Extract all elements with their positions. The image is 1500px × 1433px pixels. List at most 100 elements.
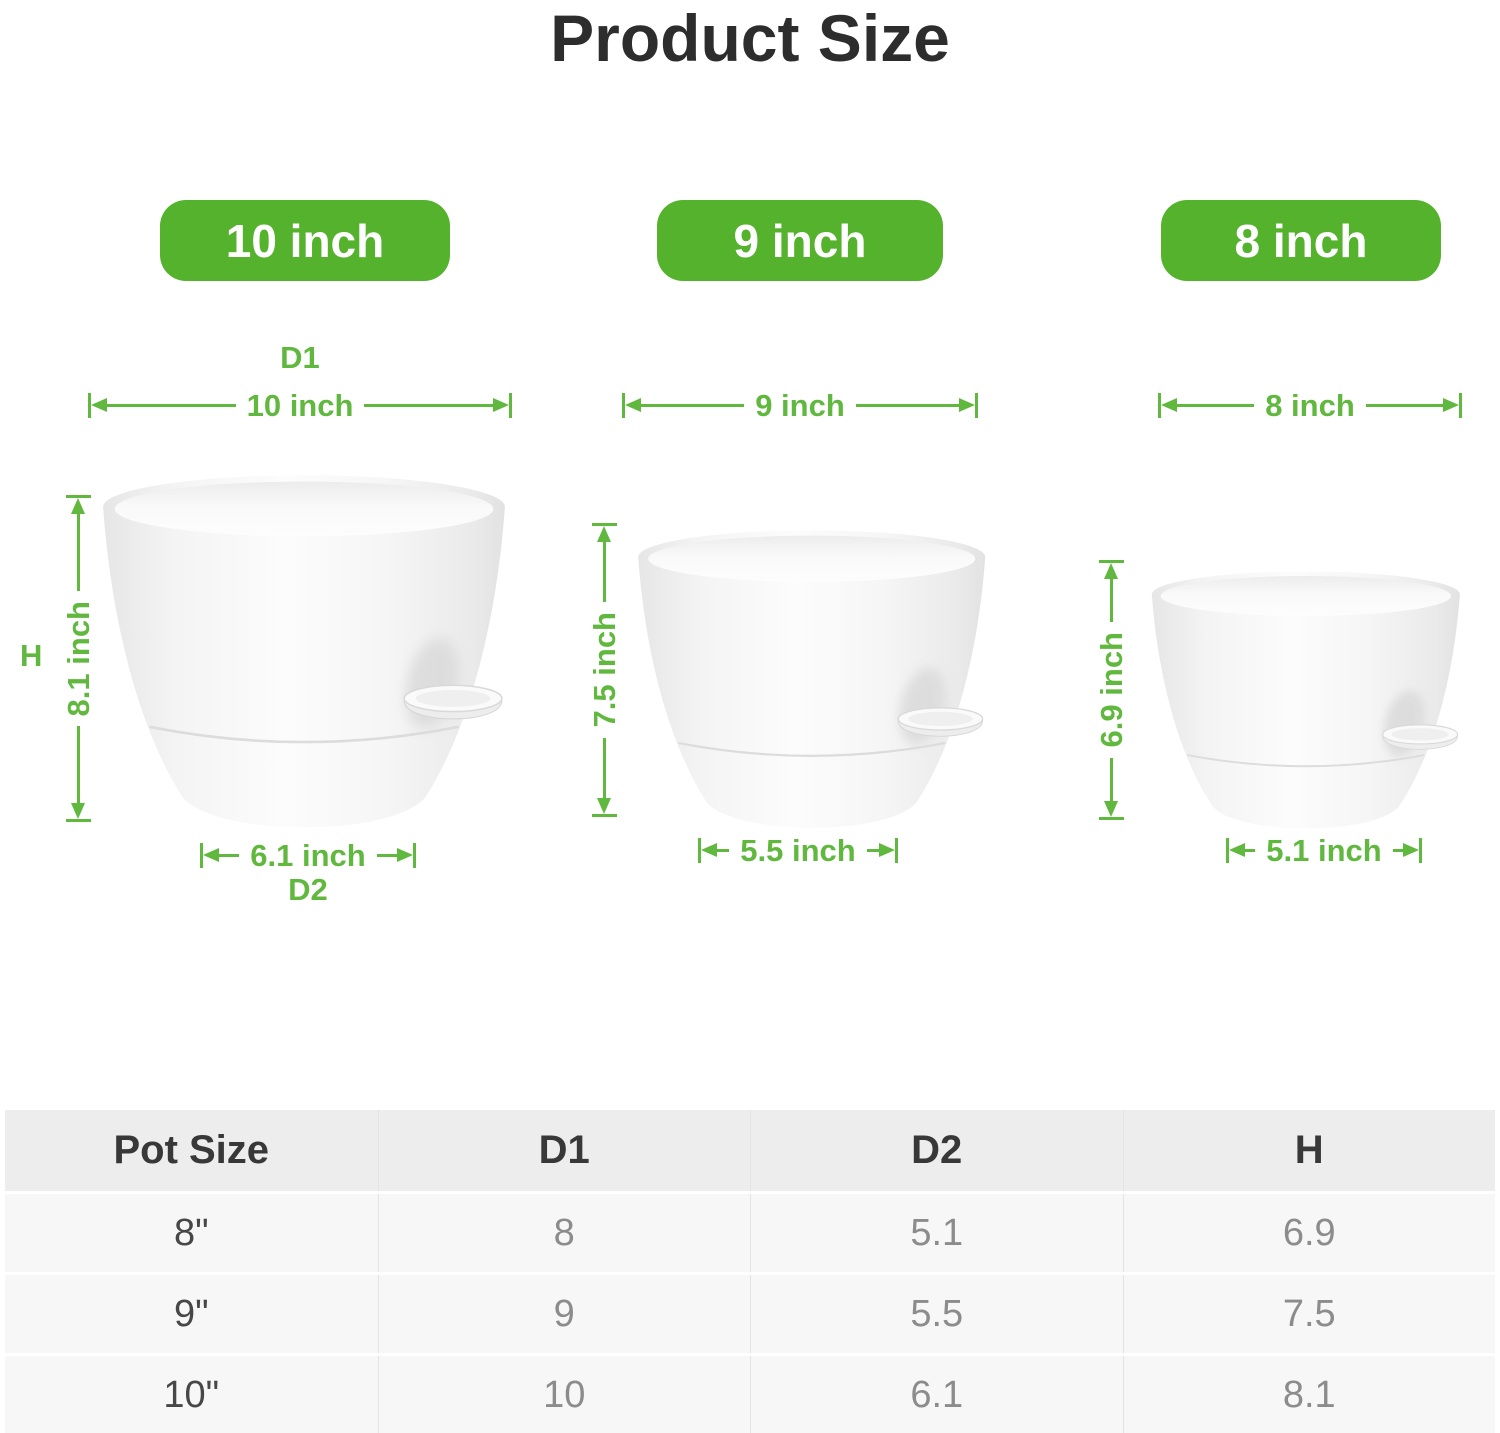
table-cell-d2-10: 6.1: [750, 1356, 1123, 1433]
arrow-down-icon: [1104, 801, 1118, 817]
dim-line: [1392, 848, 1403, 852]
dim-tick: [200, 842, 203, 868]
dim-tick: [1459, 392, 1462, 418]
arrow-right-icon: [879, 843, 895, 857]
page-title: Product Size: [550, 1, 950, 75]
dim-height-8inch: 6.9 inch: [1093, 560, 1129, 820]
pot-image-8inch: [1151, 571, 1460, 829]
dim-value-label: 5.5 inch: [740, 832, 856, 868]
arrow-left-icon: [203, 848, 219, 862]
dim-top-9inch: 9 inch: [622, 387, 978, 423]
dim-tick: [1226, 837, 1229, 863]
dim-line: [866, 848, 879, 852]
size-spec-table: Pot Size D1 D2 H 8" 8 5.1 6.9 9" 9 5.5 7…: [5, 1110, 1495, 1433]
dim-line: [76, 726, 80, 803]
dim-height-10inch: 8.1 inch: [61, 495, 96, 822]
size-badge-9inch: 9 inch: [657, 200, 943, 281]
pot-image-9inch: [638, 530, 986, 828]
dim-top-10inch: 10 inch: [88, 387, 513, 423]
dim-line: [602, 542, 606, 603]
arrow-up-icon: [597, 526, 611, 542]
dim-tick: [1158, 392, 1161, 418]
dim-line: [641, 403, 745, 407]
dim-line: [602, 737, 606, 798]
dim-line: [76, 514, 80, 591]
dim-bottom-10inch: 6.1 inch: [200, 837, 416, 873]
dim-tick: [1098, 817, 1124, 820]
dim-top-8inch: 8 inch: [1158, 387, 1462, 423]
table-cell-size-10: 10": [5, 1356, 378, 1433]
arrow-right-icon: [1403, 843, 1419, 857]
dim-tick: [65, 495, 91, 498]
arrow-left-icon: [625, 398, 641, 412]
dim-tick: [88, 392, 91, 418]
table-header-pot-size: Pot Size: [5, 1110, 378, 1191]
dim-line: [855, 403, 959, 407]
dim-tick: [1419, 837, 1422, 863]
dim-line: [364, 403, 494, 407]
arrow-left-icon: [1161, 398, 1177, 412]
table-cell-h-8: 6.9: [1122, 1194, 1495, 1272]
size-badge-10inch: 10 inch: [160, 200, 450, 281]
table-cell-size-8: 8": [5, 1194, 378, 1272]
dim-bottom-8inch: 5.1 inch: [1226, 832, 1422, 868]
dim-tick: [698, 837, 701, 863]
dim-line: [1177, 403, 1255, 407]
table-cell-h-9: 7.5: [1122, 1275, 1495, 1353]
water-spout: [897, 668, 984, 745]
table-cell-d1-9: 9: [377, 1275, 750, 1353]
table-cell-d2-9: 5.5: [750, 1275, 1123, 1353]
table-cell-d1-8: 8: [377, 1194, 750, 1272]
arrow-down-icon: [597, 798, 611, 814]
size-badge-8inch: 8 inch: [1161, 200, 1441, 281]
dim-value-label: 6.9 inch: [1093, 632, 1129, 748]
dim-line: [107, 403, 236, 407]
dim-line: [717, 848, 730, 852]
dim-tick: [509, 392, 513, 418]
dim-line: [1365, 403, 1443, 407]
arrow-right-icon: [493, 398, 510, 412]
dim-tick: [975, 392, 978, 418]
table-cell-d1-10: 10: [377, 1356, 750, 1433]
dim-value-label: 6.1 inch: [250, 837, 366, 873]
arrow-left-icon: [91, 398, 107, 412]
arrow-left-icon: [1229, 843, 1245, 857]
dim-line: [219, 853, 240, 857]
table-cell-size-9: 9": [5, 1275, 378, 1353]
table-header-h: H: [1122, 1110, 1495, 1191]
dim-tick: [591, 814, 617, 817]
dim-height-9inch: 7.5 inch: [586, 523, 622, 817]
pot-image-10inch: [103, 475, 505, 828]
d1-letter-label: D1: [280, 340, 320, 375]
dim-tick: [1098, 560, 1124, 563]
dim-value-label: 5.1 inch: [1266, 832, 1382, 868]
arrow-left-icon: [701, 843, 717, 857]
dim-tick: [895, 837, 898, 863]
arrow-up-icon: [71, 498, 85, 514]
dim-bottom-9inch: 5.5 inch: [698, 832, 898, 868]
dim-value-label: 7.5 inch: [586, 612, 622, 728]
arrow-up-icon: [1104, 563, 1118, 579]
dim-value-label: 9 inch: [755, 387, 845, 423]
dim-line: [1109, 757, 1113, 801]
dim-line: [1245, 848, 1256, 852]
dim-value-label: 8 inch: [1265, 387, 1355, 423]
arrow-right-icon: [959, 398, 975, 412]
h-letter-label: H: [20, 638, 43, 673]
table-header-d1: D1: [377, 1110, 750, 1191]
dim-tick: [591, 523, 617, 526]
table-header-d2: D2: [750, 1110, 1123, 1191]
arrow-down-icon: [71, 803, 85, 819]
dim-tick: [65, 819, 91, 822]
table-cell-h-10: 8.1: [1122, 1356, 1495, 1433]
arrow-right-icon: [397, 848, 413, 862]
d2-letter-label: D2: [288, 872, 328, 907]
water-spout: [1382, 690, 1459, 757]
water-spout: [403, 638, 503, 730]
arrow-right-icon: [1443, 398, 1459, 412]
dim-value-label: 10 inch: [246, 387, 354, 423]
dim-line: [376, 853, 397, 857]
table-cell-d2-8: 5.1: [750, 1194, 1123, 1272]
dim-line: [1109, 579, 1113, 623]
